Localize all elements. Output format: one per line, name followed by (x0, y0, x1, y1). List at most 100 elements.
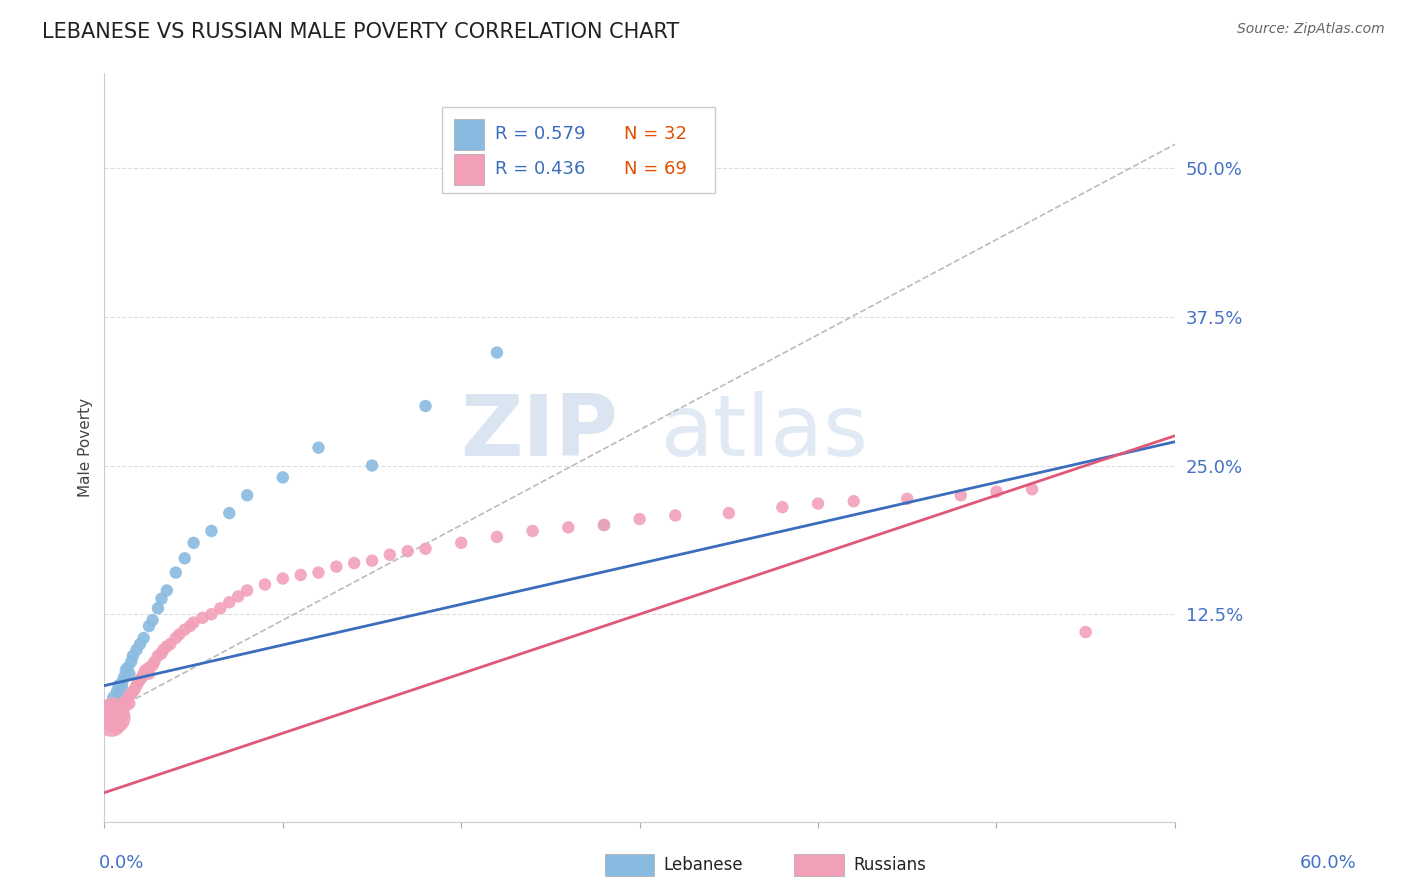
Text: LEBANESE VS RUSSIAN MALE POVERTY CORRELATION CHART: LEBANESE VS RUSSIAN MALE POVERTY CORRELA… (42, 22, 679, 42)
Point (132, 631, 155, 645)
Point (173, 551, 195, 566)
Point (142, 613, 165, 627)
Point (896, 491, 918, 506)
Point (110, 687, 132, 701)
Point (325, 559, 347, 574)
Text: Source: ZipAtlas.com: Source: ZipAtlas.com (1237, 22, 1385, 37)
Text: N = 32: N = 32 (624, 126, 686, 144)
Point (485, 345, 508, 359)
Point (156, 640, 179, 654)
Point (200, 607, 222, 622)
Point (415, 399, 437, 413)
Point (111, 702, 134, 716)
Point (138, 619, 160, 633)
Text: ZIP: ZIP (461, 392, 619, 475)
Point (593, 518, 616, 533)
Text: atlas: atlas (661, 392, 869, 475)
Point (150, 591, 173, 606)
Point (138, 661, 160, 675)
Point (253, 577, 276, 591)
Point (103, 706, 125, 720)
Point (150, 647, 173, 661)
Point (271, 470, 294, 484)
Point (415, 541, 437, 556)
Point (152, 643, 174, 657)
Point (111, 681, 134, 695)
Point (118, 666, 141, 681)
Point (236, 583, 259, 598)
Point (717, 506, 740, 520)
Point (120, 655, 142, 669)
Point (770, 500, 793, 515)
Point (114, 663, 136, 677)
Point (112, 697, 135, 711)
Point (209, 601, 232, 615)
Point (218, 506, 240, 520)
Point (842, 494, 865, 508)
Point (111, 675, 134, 690)
Point (1074, 625, 1097, 640)
Point (485, 530, 508, 544)
Point (159, 637, 181, 651)
Point (105, 684, 128, 698)
Point (628, 512, 651, 526)
Point (156, 583, 179, 598)
Point (111, 698, 134, 713)
Point (104, 711, 127, 725)
Text: Russians: Russians (853, 856, 927, 874)
Point (122, 648, 145, 663)
Point (361, 554, 384, 568)
Point (343, 556, 366, 570)
Point (127, 675, 149, 690)
Point (134, 663, 156, 677)
Point (165, 631, 187, 645)
Point (124, 682, 146, 697)
FancyBboxPatch shape (441, 107, 714, 193)
Point (114, 694, 136, 708)
Point (183, 615, 205, 630)
Point (949, 488, 972, 502)
Point (131, 670, 153, 684)
Point (396, 544, 419, 558)
Point (308, 441, 330, 455)
Point (165, 566, 187, 580)
Point (122, 684, 145, 698)
Point (138, 666, 160, 681)
FancyBboxPatch shape (454, 154, 485, 186)
Text: 60.0%: 60.0% (1301, 855, 1357, 872)
Point (97, 708, 120, 723)
Point (132, 666, 155, 681)
Point (143, 655, 166, 669)
Point (308, 566, 330, 580)
Point (450, 536, 472, 550)
Point (522, 524, 544, 538)
Point (1021, 483, 1043, 497)
Point (120, 687, 142, 701)
Point (146, 648, 169, 663)
Point (146, 601, 169, 615)
Point (125, 643, 148, 657)
Point (125, 679, 148, 693)
Point (107, 679, 129, 693)
Y-axis label: Male Poverty: Male Poverty (79, 398, 93, 497)
Point (142, 658, 165, 673)
Point (664, 508, 686, 523)
Text: Lebanese: Lebanese (664, 856, 744, 874)
Point (986, 484, 1008, 499)
Text: R = 0.579: R = 0.579 (495, 126, 586, 144)
Point (807, 497, 830, 511)
Point (173, 623, 195, 637)
Point (103, 690, 125, 705)
Point (236, 488, 259, 502)
Point (378, 548, 401, 562)
Point (105, 702, 128, 716)
Text: N = 69: N = 69 (624, 160, 686, 178)
Point (179, 619, 201, 633)
Point (114, 698, 136, 713)
FancyBboxPatch shape (454, 119, 485, 150)
Point (191, 611, 214, 625)
Point (100, 714, 122, 729)
Point (118, 697, 141, 711)
Point (129, 673, 152, 687)
Text: R = 0.436: R = 0.436 (495, 160, 585, 178)
